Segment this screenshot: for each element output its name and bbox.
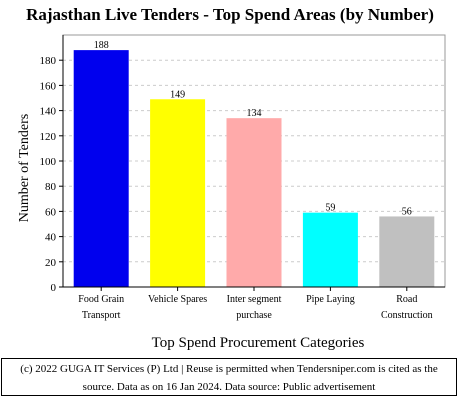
x-tick-label: purchase xyxy=(236,310,272,321)
bar-chart: 0 20 40 60 80 100 120 140 160 180 188 149 134 59 56 F… xyxy=(17,34,446,351)
y-tick-label: 60 xyxy=(45,206,57,218)
x-tick-label: Road xyxy=(396,294,417,305)
x-tick-label: Inter segment xyxy=(227,294,282,305)
bar xyxy=(379,216,435,287)
y-tick-label: 100 xyxy=(40,156,57,168)
x-axis-label: Top Spend Procurement Categories xyxy=(152,335,365,351)
footer-line-2: source. Data as on 16 Jan 2024. Data sou… xyxy=(82,381,376,393)
x-tick-label: Transport xyxy=(82,310,121,321)
x-axis: Food Grain Transport Vehicle Spares Inter s… xyxy=(63,286,445,321)
y-axis-label: Number of Tenders xyxy=(17,114,32,222)
x-tick-label: Vehicle Spares xyxy=(148,294,207,305)
y-axis: 0 20 40 60 80 100 120 140 160 180 xyxy=(40,35,64,294)
y-tick-label: 120 xyxy=(40,131,57,143)
x-tick-label: Food Grain xyxy=(78,294,124,305)
footer-credit: (c) 2022 GUGA IT Services (P) Ltd | Reus… xyxy=(1,358,457,396)
bar xyxy=(302,212,358,287)
bar xyxy=(226,118,282,287)
bar-value-label: 134 xyxy=(247,108,262,119)
chart-title: Rajasthan Live Tenders - Top Spend Areas… xyxy=(26,5,434,24)
footer-line-1: (c) 2022 GUGA IT Services (P) Ltd | Reus… xyxy=(20,363,438,375)
y-tick-label: 160 xyxy=(40,80,57,92)
y-tick-label: 0 xyxy=(51,282,57,294)
bar-value-label: 188 xyxy=(94,40,109,51)
y-tick-label: 80 xyxy=(45,181,57,193)
y-tick-label: 140 xyxy=(40,106,57,118)
y-tick-label: 20 xyxy=(45,257,57,269)
bar-value-label: 149 xyxy=(170,89,185,100)
x-tick-label: Construction xyxy=(381,310,433,321)
bar-value-label: 59 xyxy=(325,203,335,214)
bar xyxy=(73,50,129,288)
bar-value-label: 56 xyxy=(402,206,412,217)
y-tick-label: 180 xyxy=(40,55,57,67)
bar xyxy=(150,99,206,287)
bars: 188 149 134 59 56 xyxy=(73,40,435,288)
x-tick-label: Pipe Laying xyxy=(306,294,355,305)
y-tick-label: 40 xyxy=(45,232,57,244)
